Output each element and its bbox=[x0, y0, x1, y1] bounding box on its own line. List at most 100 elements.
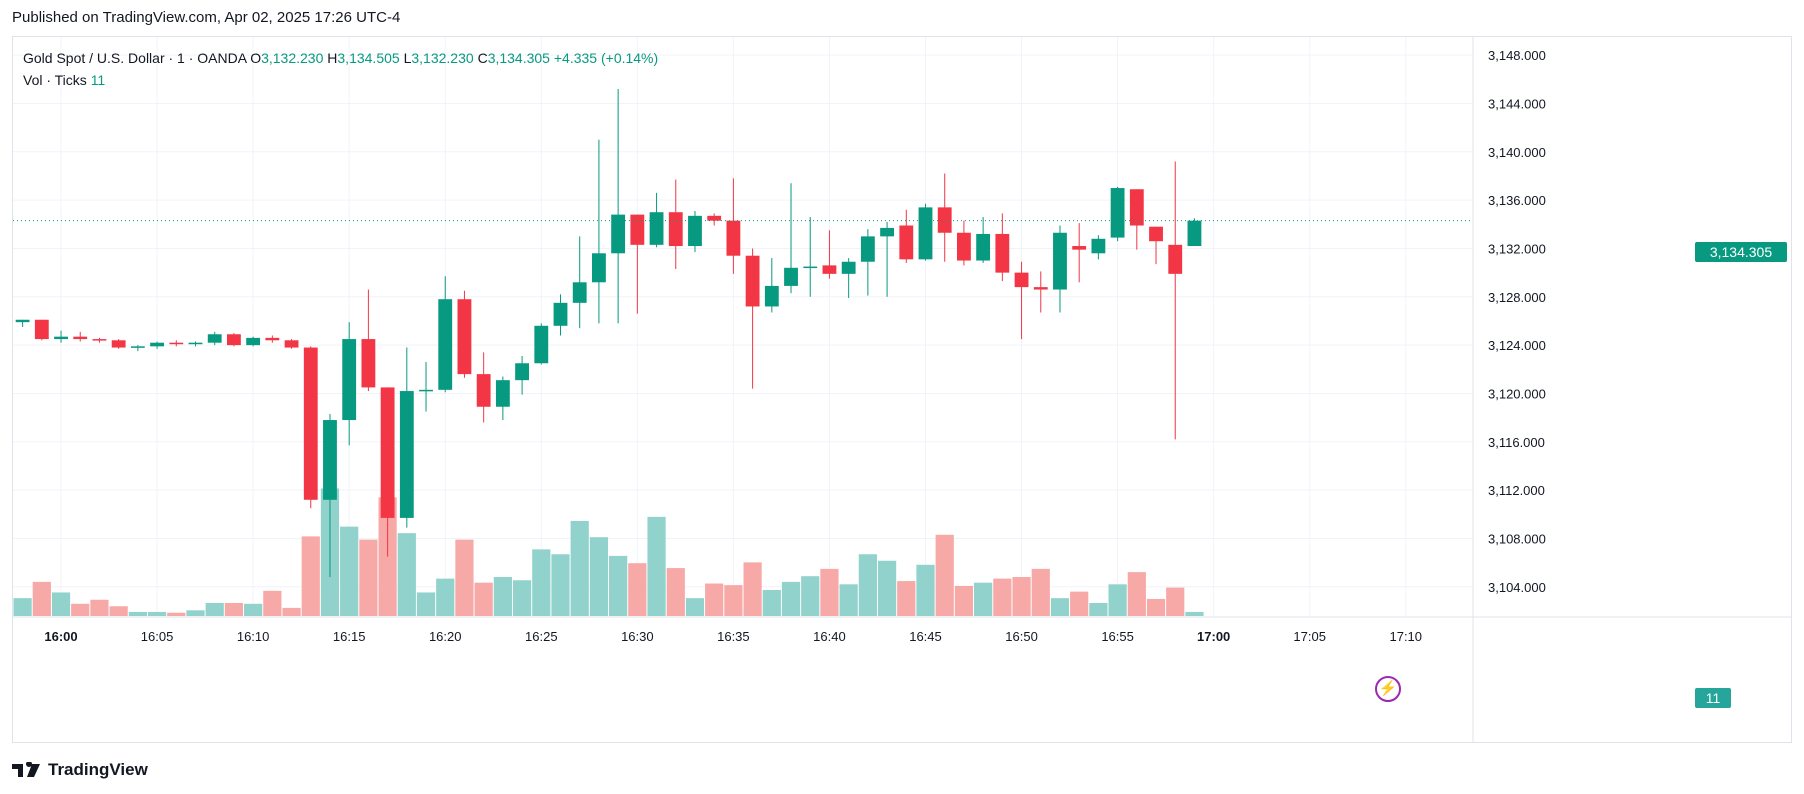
tradingview-logo[interactable]: TradingView bbox=[12, 760, 148, 780]
chart-frame[interactable]: 3,148.000 3,144.000 3,140.000 3,136.000 3,13… bbox=[12, 36, 1792, 743]
volume-bar bbox=[935, 534, 954, 616]
volume-bar bbox=[397, 533, 416, 616]
candle-body bbox=[553, 302, 568, 326]
volume-bar bbox=[705, 583, 724, 616]
volume-bar bbox=[1146, 598, 1166, 616]
volume-bar bbox=[877, 560, 897, 616]
volume-bar bbox=[820, 568, 839, 616]
candle-body bbox=[957, 232, 971, 261]
volume-bar bbox=[628, 563, 647, 616]
time-tick-label: 17:10 bbox=[1389, 629, 1422, 644]
candle-body bbox=[419, 389, 433, 392]
time-tick-label: 17:00 bbox=[1197, 629, 1230, 644]
candle-body bbox=[515, 363, 529, 381]
time-tick-label: 16:15 bbox=[333, 629, 366, 644]
volume-bar bbox=[51, 592, 71, 616]
price-tick-label: 3,132.000 bbox=[1488, 241, 1546, 256]
candle-body bbox=[899, 225, 914, 260]
change-value: +4.335 (+0.14%) bbox=[553, 50, 659, 66]
volume-bar bbox=[724, 585, 743, 616]
volume-bar bbox=[13, 598, 32, 616]
candle-body bbox=[227, 334, 241, 346]
volume-bar bbox=[609, 555, 628, 616]
candle-body bbox=[803, 266, 818, 269]
candle-body bbox=[1091, 238, 1106, 254]
volume-bar bbox=[474, 582, 493, 616]
candle-body bbox=[92, 339, 107, 341]
high-label: H bbox=[327, 50, 338, 66]
volume-bar bbox=[32, 581, 51, 616]
price-tick-label: 3,108.000 bbox=[1488, 531, 1546, 546]
candle-body bbox=[1129, 189, 1144, 226]
lightning-icon[interactable]: ⚡ bbox=[1375, 676, 1401, 702]
price-tick-label: 3,128.000 bbox=[1488, 290, 1546, 305]
volume-bar bbox=[974, 582, 993, 616]
candle-body bbox=[457, 299, 472, 375]
close-value: 3,134.305 bbox=[487, 50, 550, 66]
candle-body bbox=[668, 212, 683, 247]
volume-bar bbox=[1050, 598, 1070, 616]
volume-bar bbox=[224, 603, 244, 616]
time-tick-label: 16:10 bbox=[237, 629, 270, 644]
candle-body bbox=[1110, 188, 1125, 238]
volume-bar bbox=[109, 606, 128, 616]
volume-bar bbox=[1031, 568, 1050, 616]
volume-bar bbox=[1127, 572, 1146, 616]
volume-bar bbox=[647, 516, 666, 616]
volume-bar bbox=[493, 577, 512, 616]
volume-bar bbox=[378, 497, 397, 616]
brand-name: TradingView bbox=[48, 760, 148, 779]
candle-body bbox=[284, 340, 299, 348]
candle-body bbox=[630, 214, 645, 245]
volume-bar bbox=[205, 603, 224, 616]
candle-body bbox=[572, 282, 587, 303]
volume-bar bbox=[263, 590, 282, 616]
volume-bar bbox=[340, 526, 359, 616]
volume-bar bbox=[147, 611, 167, 616]
candle-body bbox=[169, 342, 184, 345]
candle-body bbox=[764, 285, 779, 307]
candle-body bbox=[592, 253, 606, 283]
candlestick-chart[interactable]: 3,148.000 3,144.000 3,140.000 3,136.000 3,13… bbox=[13, 37, 1791, 742]
symbol-label[interactable]: Gold Spot / U.S. Dollar · 1 · OANDA bbox=[23, 50, 247, 66]
price-tick-label: 3,104.000 bbox=[1488, 580, 1546, 595]
time-tick-label: 17:05 bbox=[1293, 629, 1326, 644]
volume-bar bbox=[167, 612, 186, 616]
low-value: 3,132.230 bbox=[411, 50, 474, 66]
volume-bar bbox=[993, 578, 1012, 616]
candle-body bbox=[1168, 244, 1183, 274]
volume-bar bbox=[897, 581, 916, 616]
candle-body bbox=[1149, 226, 1163, 242]
candle-body bbox=[1014, 272, 1029, 288]
candle-body bbox=[1053, 232, 1067, 290]
volume-bar bbox=[570, 520, 589, 616]
volume-badge: 11 bbox=[1695, 688, 1731, 708]
candle-body bbox=[323, 420, 337, 500]
publish-info: Published on TradingView.com, Apr 02, 20… bbox=[12, 9, 401, 26]
tradingview-logo-icon bbox=[12, 762, 40, 777]
candle-body bbox=[918, 207, 933, 260]
candle-body bbox=[438, 299, 453, 390]
last-price-badge: 3,134.305 bbox=[1695, 242, 1787, 262]
candle-body bbox=[361, 339, 376, 388]
volume-bar bbox=[186, 610, 205, 616]
time-tick-label: 16:40 bbox=[813, 629, 846, 644]
candle-body bbox=[150, 342, 164, 347]
volume-bar bbox=[666, 568, 685, 616]
volume-bar bbox=[244, 603, 263, 616]
candle-body bbox=[841, 261, 856, 274]
candle-body bbox=[822, 265, 837, 274]
volume-bar bbox=[743, 562, 762, 616]
volume-legend-label[interactable]: Vol · Ticks bbox=[23, 72, 87, 88]
price-tick-label: 3,112.000 bbox=[1488, 483, 1545, 498]
volume-bar bbox=[71, 603, 90, 616]
volume-bar bbox=[359, 539, 378, 616]
time-tick-label: 16:05 bbox=[141, 629, 174, 644]
price-tick-label: 3,120.000 bbox=[1488, 386, 1546, 401]
volume-bar bbox=[532, 549, 551, 616]
candle-body bbox=[860, 236, 875, 262]
volume-bar bbox=[90, 599, 109, 616]
candle-body bbox=[937, 207, 952, 233]
price-tick-label: 3,148.000 bbox=[1488, 48, 1546, 63]
candle-body bbox=[995, 233, 1010, 273]
